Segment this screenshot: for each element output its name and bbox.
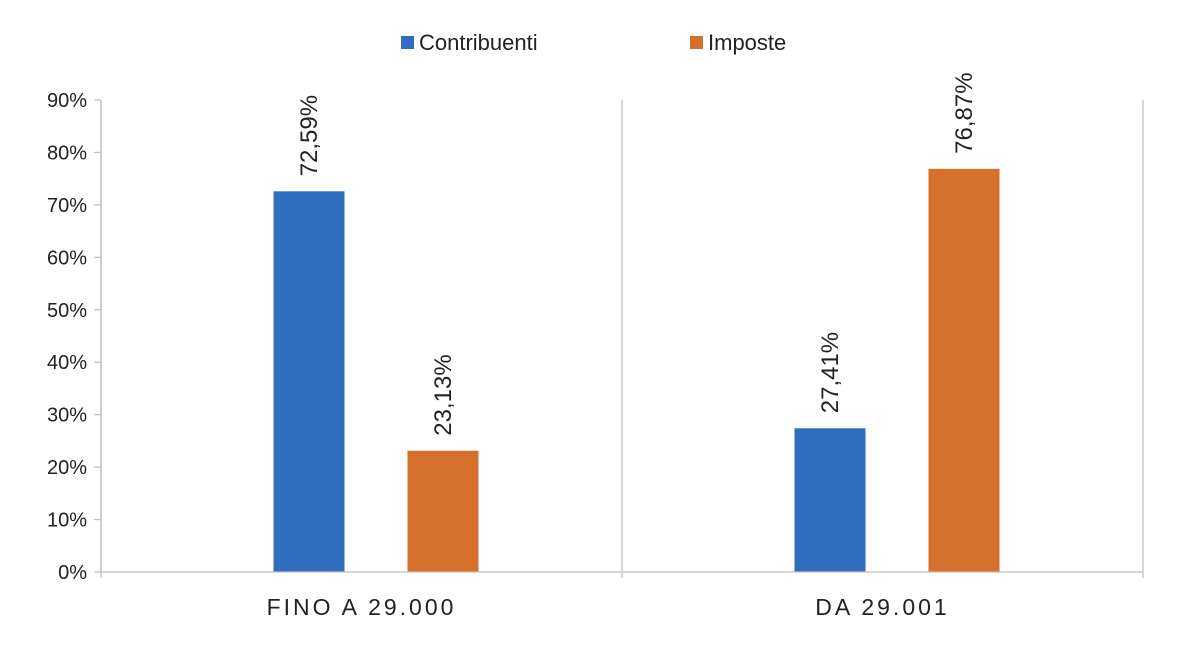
bar-contribuenti-1 <box>794 428 866 572</box>
legend: Contribuenti Imposte <box>401 30 786 55</box>
bar-imposte-1 <box>928 168 1000 572</box>
legend-label: Contribuenti <box>419 30 538 55</box>
y-tick-label: 60% <box>47 247 87 269</box>
data-label: 27,41% <box>817 332 844 413</box>
y-tick-label: 40% <box>47 352 87 374</box>
y-tick-label: 50% <box>47 300 87 322</box>
y-tick-label: 80% <box>47 142 87 164</box>
bar-imposte-0 <box>407 450 479 572</box>
data-label: 76,87% <box>951 72 978 153</box>
legend-label: Imposte <box>708 30 786 55</box>
x-axis: FINO A 29.000 DA 29.001 <box>100 100 1144 620</box>
y-tick-label: 0% <box>58 562 87 584</box>
legend-swatch-imposte <box>690 36 703 49</box>
plot-area: 72,59% 27,41% 23,13% 76,87% <box>273 72 1000 572</box>
y-tick-label: 70% <box>47 195 87 217</box>
y-tick-label: 90% <box>47 90 87 112</box>
bar-contribuenti-0 <box>273 191 345 572</box>
category-label: DA 29.001 <box>815 594 949 620</box>
data-label: 23,13% <box>430 354 457 435</box>
legend-swatch-contribuenti <box>401 36 414 49</box>
category-label: FINO A 29.000 <box>267 594 457 620</box>
y-axis: 0% 10% 20% 30% 40% 50% 60% 70% 80% 90% <box>47 90 102 584</box>
data-label: 72,59% <box>296 95 323 176</box>
y-tick-label: 10% <box>47 510 87 532</box>
y-tick-label: 30% <box>47 405 87 427</box>
y-tick-label: 20% <box>47 457 87 479</box>
